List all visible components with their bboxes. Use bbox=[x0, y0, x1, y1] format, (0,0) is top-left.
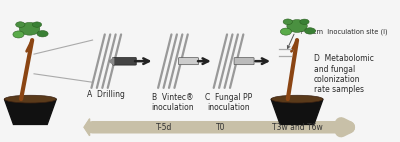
Text: C  Fungal PP
inoculation: C Fungal PP inoculation bbox=[205, 93, 252, 112]
FancyBboxPatch shape bbox=[234, 58, 254, 65]
Ellipse shape bbox=[20, 22, 40, 35]
Text: T-5d: T-5d bbox=[156, 123, 172, 132]
Text: A  Drilling: A Drilling bbox=[87, 90, 125, 99]
Polygon shape bbox=[271, 99, 323, 124]
Ellipse shape bbox=[4, 95, 56, 103]
Ellipse shape bbox=[13, 31, 24, 38]
Text: D  Metabolomic
and fungal
colonization
rate samples: D Metabolomic and fungal colonization ra… bbox=[314, 54, 374, 94]
Ellipse shape bbox=[304, 28, 316, 34]
Ellipse shape bbox=[287, 20, 307, 32]
Text: T0: T0 bbox=[216, 123, 226, 132]
Ellipse shape bbox=[16, 22, 25, 27]
Ellipse shape bbox=[283, 19, 292, 25]
Text: B  Vintec®
inoculation: B Vintec® inoculation bbox=[152, 93, 194, 112]
Ellipse shape bbox=[271, 95, 323, 103]
Polygon shape bbox=[4, 99, 56, 124]
Ellipse shape bbox=[280, 28, 292, 35]
Ellipse shape bbox=[32, 22, 42, 27]
Polygon shape bbox=[109, 58, 114, 65]
FancyBboxPatch shape bbox=[178, 58, 198, 65]
Text: + 1 cm  Inoculation site (I): + 1 cm Inoculation site (I) bbox=[299, 28, 388, 35]
Text: T3w and T6w: T3w and T6w bbox=[272, 123, 322, 132]
FancyBboxPatch shape bbox=[112, 58, 136, 65]
Ellipse shape bbox=[300, 19, 309, 24]
Polygon shape bbox=[84, 119, 90, 136]
Ellipse shape bbox=[37, 31, 48, 37]
